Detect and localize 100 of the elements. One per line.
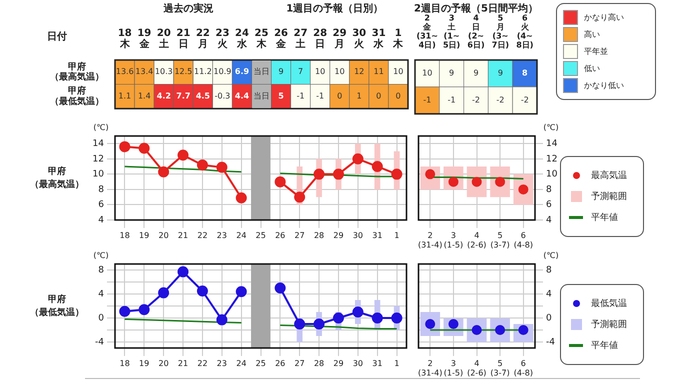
data-label: -2 (472, 95, 480, 104)
data-label: 9 (473, 68, 479, 78)
x-tick-label: 31 (372, 230, 382, 240)
x-tick-label: 18 (120, 230, 130, 240)
data-label: -1 (296, 92, 305, 101)
y-tick-label: 0 (98, 313, 104, 324)
text: 過去の実況 (162, 2, 214, 15)
data-label: 10 (315, 67, 326, 76)
x-tick-label: 4 (2-6) (467, 358, 486, 378)
x-tick-label: 27 土 (294, 28, 308, 50)
x-tick-label: 19 金 (137, 28, 152, 50)
y-tick-label: 0 (546, 313, 552, 324)
y-tick-label: 4 (546, 215, 552, 226)
data-label: 5 (278, 92, 284, 101)
y-axis-title: (℃) (93, 251, 109, 260)
point (314, 168, 325, 180)
point (274, 282, 286, 294)
x-tick-label: 19 (139, 358, 150, 368)
x-tick-label: 20 土 (156, 28, 171, 50)
x-tick-label: 28 (314, 230, 324, 240)
y-tick-label: 8 (546, 265, 552, 276)
point (216, 314, 228, 326)
x-axis-title: 日付 (47, 30, 67, 43)
x-tick-label: 1 (394, 358, 400, 368)
x-tick-label: 25 (256, 230, 266, 240)
point (294, 318, 306, 330)
point (391, 168, 402, 180)
x-tick-label: 1 (394, 230, 400, 240)
y-tick-label: 8 (98, 184, 104, 195)
data-label: 13.4 (135, 67, 154, 76)
legend-label: 最高気温 (591, 170, 627, 182)
data-label: -2 (520, 95, 529, 104)
y-tick-label: 4 (98, 289, 104, 300)
x-tick-label: 20 (158, 358, 169, 368)
x-tick-label: 27 (294, 358, 305, 368)
data-label: 1.1 (118, 92, 132, 101)
data-label: 6.9 (234, 67, 250, 76)
y-tick-label: 4 (546, 289, 552, 300)
x-tick-label: 20 (158, 230, 169, 240)
y-tick-label: 14 (546, 138, 558, 149)
point (216, 162, 228, 173)
x-tick-label: 6 (4-8) (514, 230, 534, 250)
data-label: 0 (396, 92, 401, 101)
data-label: -1 (316, 92, 324, 101)
chart-title: 2週目の予報（5日間平均） (414, 2, 538, 15)
x-tick-label: 21 (178, 358, 188, 368)
x-tick-label: 3 (1-5) (444, 358, 464, 378)
point (138, 304, 150, 316)
point (352, 153, 364, 164)
y-axis-title: (℃) (543, 123, 559, 132)
data-label: 1 (356, 92, 362, 101)
legend-label: 平年値 (591, 212, 618, 224)
data-label: 4.5 (196, 92, 210, 101)
data-label: 7 (298, 67, 304, 76)
x-tick-label: 28 (314, 358, 324, 368)
legend-label: 予測範囲 (591, 318, 627, 331)
x-tick-label: 4 日 (2~ 6日) (467, 14, 485, 50)
point (294, 192, 306, 203)
point (391, 312, 402, 324)
x-tick-label: 29 (333, 230, 344, 240)
data-label: 11.2 (194, 67, 212, 76)
legend-label: 平年値 (591, 340, 618, 352)
y-tick-label: 8 (546, 184, 552, 195)
y-tick-label: 14 (92, 138, 104, 149)
data-label: 12 (354, 67, 364, 76)
x-tick-label: 25 木 (254, 28, 268, 50)
text: 低い (584, 63, 600, 74)
text: 高い (584, 29, 600, 40)
data-label: -1 (423, 95, 432, 104)
x-tick-label: 2 (31-4) (418, 230, 442, 250)
data-label: -1 (448, 95, 456, 104)
point (158, 166, 170, 178)
x-tick-label: 2 (31-4) (418, 358, 442, 378)
x-tick-label: 21 (178, 230, 188, 240)
y-tick-label: 10 (546, 170, 558, 180)
x-tick-label: 5 (3-7) (490, 230, 510, 250)
data-label: 9 (449, 68, 454, 78)
point (274, 176, 286, 188)
x-tick-label: 24 (236, 358, 246, 368)
x-tick-label: 25 (256, 358, 266, 368)
data-label: 7.7 (176, 92, 190, 101)
x-tick-label: 21 日 (176, 28, 190, 50)
text: 甲府（最低気温） (30, 294, 84, 318)
data-label: 8 (522, 68, 528, 78)
data-label: 10 (422, 68, 432, 78)
point (119, 306, 130, 317)
point (352, 306, 364, 318)
y-axis-title: (℃) (543, 251, 559, 260)
x-tick-label: 30 (352, 358, 364, 368)
point (372, 312, 383, 324)
y-axis-title: (℃) (93, 123, 109, 132)
data-label: 4.4 (234, 92, 250, 101)
data-label: -0.3 (214, 92, 230, 101)
x-tick-label: 26 (275, 358, 286, 368)
x-tick-label: 30 火 (352, 28, 366, 50)
point (178, 266, 189, 278)
data-label: -2 (496, 95, 504, 104)
data-label: 4.2 (156, 92, 171, 101)
x-tick-label: 29 月 (332, 28, 347, 50)
x-tick-label: 3 土 (1~ 5日) (442, 14, 460, 50)
